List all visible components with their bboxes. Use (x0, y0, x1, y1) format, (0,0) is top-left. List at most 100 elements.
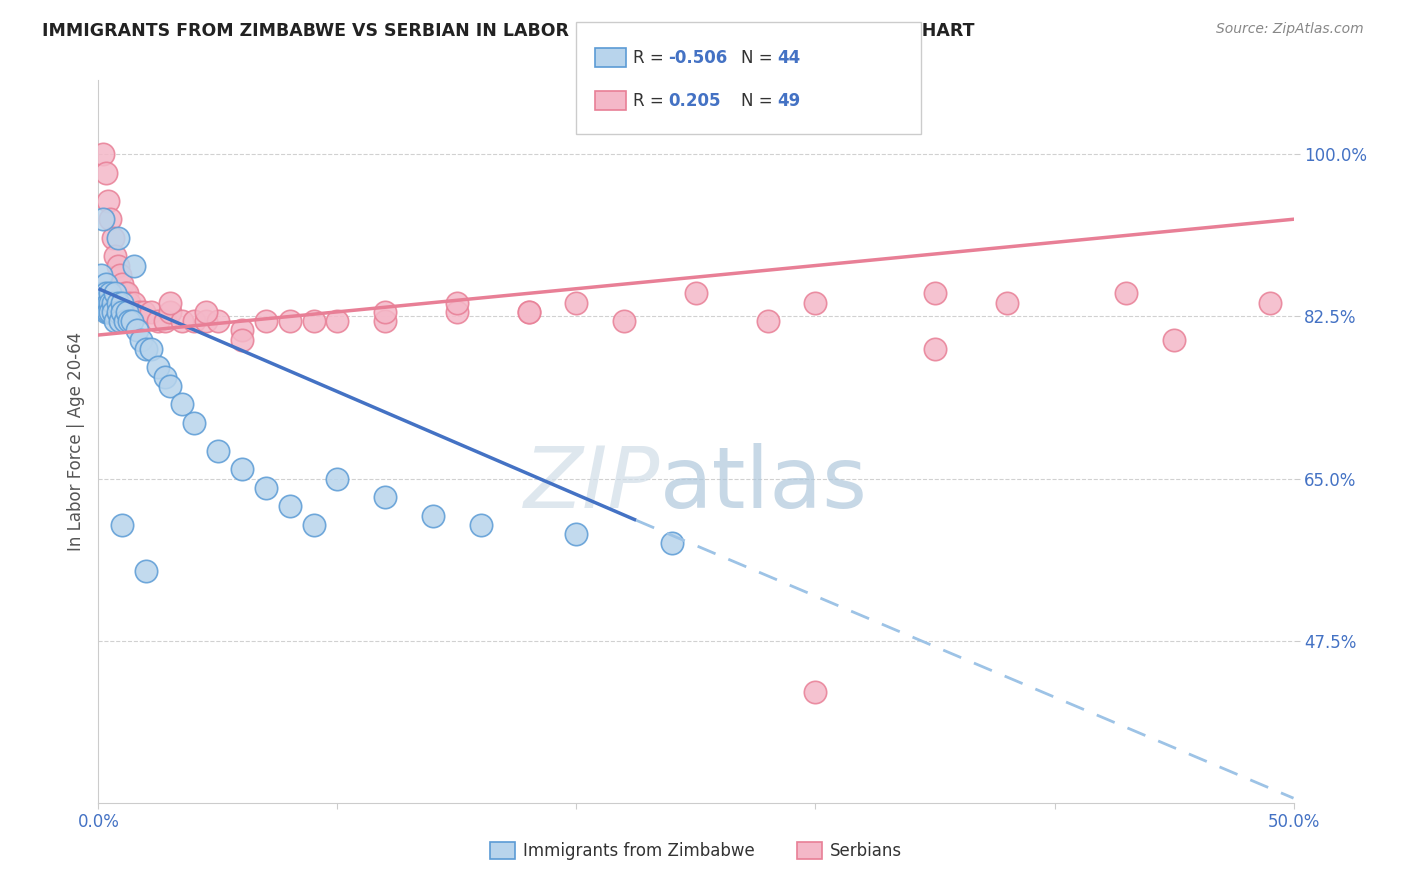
Point (97, 305, 120, 319)
Point (139, 342, 162, 356)
Point (104, 314, 127, 328)
Point (155, 314, 177, 328)
Point (183, 416, 205, 430)
Point (254, 314, 277, 328)
Text: Source: ZipAtlas.com: Source: ZipAtlas.com (1216, 22, 1364, 37)
Text: atlas: atlas (661, 443, 868, 526)
Point (131, 333, 153, 347)
Point (135, 342, 157, 356)
Point (114, 286, 136, 301)
Point (101, 305, 124, 319)
Point (231, 333, 253, 347)
Point (195, 305, 218, 319)
Point (118, 314, 141, 328)
Text: R =: R = (633, 48, 669, 67)
Point (685, 286, 707, 301)
Point (661, 536, 683, 550)
Text: 44: 44 (778, 48, 801, 67)
Point (125, 323, 148, 337)
Point (111, 295, 134, 310)
Point (91, 295, 114, 310)
Point (115, 305, 138, 319)
Point (446, 305, 468, 319)
Legend: Immigrants from Zimbabwe, Serbians: Immigrants from Zimbabwe, Serbians (484, 835, 908, 867)
Point (613, 314, 636, 328)
Point (278, 314, 301, 328)
Point (94, 277, 117, 291)
Point (924, 342, 946, 356)
Point (97, 194, 120, 208)
Point (94, 286, 117, 301)
Point (155, 369, 177, 384)
Point (254, 481, 277, 495)
Text: ZIP: ZIP (524, 443, 661, 526)
Point (107, 305, 129, 319)
Point (91, 286, 114, 301)
Point (108, 268, 131, 282)
Point (159, 379, 181, 393)
Point (470, 517, 492, 532)
Point (98, 295, 122, 310)
Point (124, 259, 146, 273)
Point (422, 508, 444, 523)
Point (1163, 333, 1185, 347)
Point (101, 231, 124, 245)
Point (91, 147, 114, 161)
Point (326, 314, 349, 328)
Text: R =: R = (633, 92, 669, 110)
Point (172, 397, 194, 411)
Text: N =: N = (741, 48, 778, 67)
Point (107, 259, 129, 273)
Point (135, 564, 157, 578)
Point (183, 314, 205, 328)
Point (565, 527, 588, 541)
Point (172, 314, 194, 328)
Point (121, 314, 143, 328)
Text: 49: 49 (778, 92, 801, 110)
Point (231, 462, 253, 476)
Point (231, 323, 253, 337)
Point (98, 286, 122, 301)
Point (91, 212, 114, 227)
Point (278, 500, 301, 514)
Point (98, 212, 122, 227)
Point (756, 314, 779, 328)
Point (104, 249, 127, 263)
Point (118, 295, 141, 310)
Point (94, 305, 117, 319)
Point (804, 295, 827, 310)
Point (374, 314, 396, 328)
Point (517, 305, 540, 319)
Point (98, 305, 122, 319)
Point (302, 314, 325, 328)
Point (148, 314, 170, 328)
Point (128, 305, 150, 319)
Point (90, 268, 112, 282)
Point (302, 517, 325, 532)
Point (1258, 295, 1281, 310)
Point (97, 295, 120, 310)
Point (1115, 286, 1137, 301)
Point (111, 305, 134, 319)
Text: N =: N = (741, 92, 778, 110)
Point (94, 166, 117, 180)
Text: IMMIGRANTS FROM ZIMBABWE VS SERBIAN IN LABOR FORCE | AGE 20-64 CORRELATION CHART: IMMIGRANTS FROM ZIMBABWE VS SERBIAN IN L… (42, 22, 974, 40)
Point (207, 314, 229, 328)
Point (114, 314, 136, 328)
Point (804, 684, 827, 698)
Point (374, 490, 396, 504)
Point (111, 517, 134, 532)
Point (108, 314, 131, 328)
Point (995, 295, 1018, 310)
Point (104, 286, 127, 301)
Point (148, 360, 170, 375)
Point (924, 286, 946, 301)
Text: -0.506: -0.506 (668, 48, 727, 67)
Point (565, 295, 588, 310)
Point (124, 295, 146, 310)
Y-axis label: In Labor Force | Age 20-64: In Labor Force | Age 20-64 (66, 332, 84, 551)
Point (446, 295, 468, 310)
Point (107, 231, 129, 245)
Point (159, 305, 181, 319)
Point (139, 305, 162, 319)
